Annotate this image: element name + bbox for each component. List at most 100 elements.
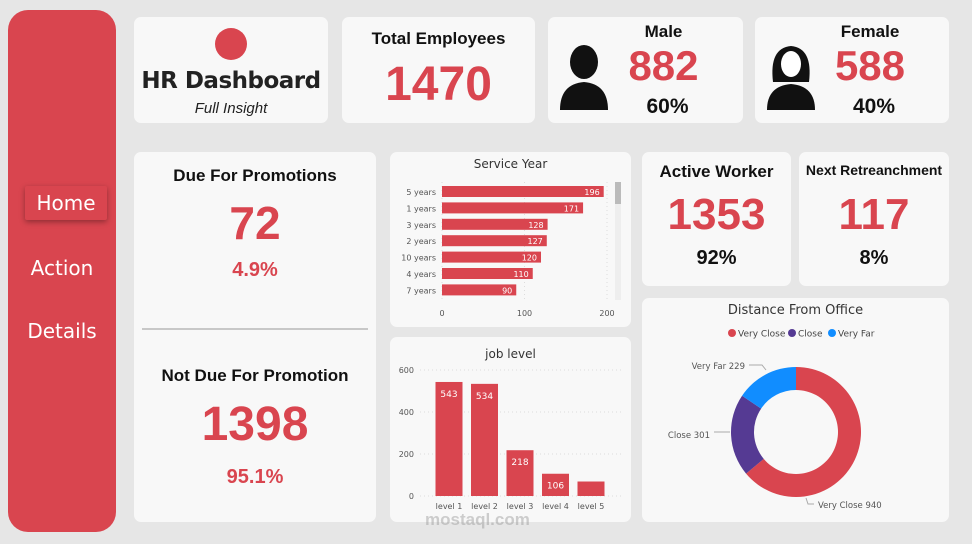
logo-circle-icon — [215, 28, 247, 60]
female-value: 588 — [834, 42, 906, 89]
female-label: Female — [840, 22, 900, 41]
active-label: Active Worker — [659, 162, 774, 181]
y-tick-label: 3 years — [406, 221, 436, 230]
female-user-icon — [767, 46, 815, 110]
active-value: 1353 — [667, 190, 766, 239]
legend-marker — [828, 329, 836, 337]
job-level-title: job level — [485, 347, 536, 361]
not-due-label: Not Due For Promotion — [161, 366, 349, 385]
y-tick-label: 0 — [409, 492, 414, 501]
y-tick-label: 10 years — [401, 254, 436, 263]
male-card: Male 882 60% — [548, 17, 743, 123]
total-value: 1470 — [385, 58, 492, 111]
data-label: 90 — [502, 286, 512, 295]
legend-marker — [728, 329, 736, 337]
bar — [577, 481, 605, 496]
donut-slice — [742, 367, 796, 409]
legend-label: Very Close — [738, 330, 786, 340]
sidebar: Home Action Details — [8, 10, 116, 532]
x-tick-label: level 1 — [436, 502, 463, 511]
y-tick-label: 400 — [399, 408, 414, 417]
y-tick-label: 5 years — [406, 188, 436, 197]
service-year-chart: 0 100 200 5 years 196 1 years 171 3 years 128 2 y… — [401, 182, 621, 318]
nav-action[interactable]: Action — [30, 256, 94, 280]
distance-title: Distance From Office — [727, 303, 864, 318]
y-tick-label: 7 years — [406, 286, 436, 295]
data-label: 171 — [564, 204, 579, 213]
bar — [442, 284, 517, 296]
nav-details[interactable]: Details — [27, 319, 97, 343]
male-label: Male — [644, 22, 683, 41]
y-tick-label: 200 — [399, 450, 414, 459]
page-title: HR Dashboard — [141, 68, 321, 94]
page-subtitle: Full Insight — [194, 100, 268, 117]
due-value: 72 — [229, 197, 281, 249]
data-label: 110 — [513, 270, 528, 279]
data-label: 120 — [522, 254, 537, 263]
active-pct: 92% — [696, 247, 737, 269]
watermark: mostaql.com — [425, 510, 530, 529]
not-due-value: 1398 — [201, 398, 309, 451]
not-due-pct: 95.1% — [226, 466, 284, 488]
data-label: 106 — [547, 482, 564, 492]
distance-chart: Very Close Close Very Far Very Close 940 Clo… — [668, 329, 882, 511]
bar — [442, 202, 584, 214]
y-tick-label: 1 years — [406, 204, 436, 213]
data-label: 543 — [440, 390, 457, 400]
male-user-icon — [560, 45, 608, 110]
nav-home[interactable]: Home — [25, 186, 107, 220]
donut-slice — [731, 395, 764, 474]
due-label: Due For Promotions — [173, 166, 337, 185]
x-tick-label: 0 — [439, 309, 444, 318]
slice-label: Very Close 940 — [818, 501, 882, 511]
data-label: 127 — [527, 237, 542, 246]
title-card: HR Dashboard Full Insight — [134, 17, 328, 123]
slice-label: Close 301 — [668, 431, 710, 441]
data-label: 218 — [511, 458, 528, 468]
bar — [442, 186, 604, 197]
retrench-label: Next Retreanchment — [805, 162, 943, 178]
x-tick-label: level 3 — [507, 502, 534, 511]
active-worker-card: Active Worker 1353 92% — [642, 152, 791, 286]
total-label: Total Employees — [371, 29, 506, 48]
distance-card: Distance From Office Very Close Close Very… — [642, 298, 949, 522]
x-tick-label: level 2 — [471, 502, 498, 511]
x-tick-label: 100 — [517, 309, 532, 318]
data-label: 534 — [476, 392, 493, 402]
service-year-card: Service Year 0 100 200 5 years 196 1 years 171… — [390, 152, 631, 327]
job-level-card: job level 0 200 400 600 543 level 1 534 level 2… — [390, 337, 631, 522]
legend-marker — [788, 329, 796, 337]
total-employees-card: Total Employees 1470 — [342, 17, 535, 123]
scrollbar-track — [615, 182, 621, 300]
retrench-pct: 8% — [859, 247, 889, 269]
y-tick-label: 4 years — [406, 270, 436, 279]
female-pct: 40% — [852, 95, 896, 118]
female-card: Female 588 40% — [755, 17, 949, 123]
scrollbar-thumb[interactable] — [615, 182, 621, 204]
due-pct: 4.9% — [232, 259, 278, 281]
service-year-title: Service Year — [473, 157, 548, 171]
bar — [442, 251, 541, 263]
donut-slice — [746, 367, 861, 497]
bar — [442, 235, 547, 247]
bar — [435, 381, 463, 496]
bar — [471, 383, 498, 496]
retrench-value: 117 — [838, 190, 910, 239]
bar — [506, 450, 534, 496]
bar — [442, 268, 533, 279]
divider — [142, 328, 368, 330]
data-label: 196 — [584, 188, 599, 197]
leader-line — [749, 364, 767, 371]
slice-label: Very Far 229 — [692, 362, 745, 372]
y-tick-label: 2 years — [406, 237, 436, 246]
legend-label: Very Far — [838, 330, 875, 340]
x-tick-label: level 5 — [578, 502, 605, 511]
bar — [542, 473, 569, 496]
job-level-chart: 0 200 400 600 543 level 1 534 level 2 218 level 3… — [399, 366, 622, 511]
legend-label: Close — [798, 330, 823, 340]
male-value: 882 — [628, 42, 699, 89]
x-tick-label: 200 — [599, 309, 614, 318]
bar — [442, 218, 548, 230]
retrenchment-card: Next Retreanchment 117 8% — [799, 152, 949, 286]
leader-line — [805, 497, 814, 505]
